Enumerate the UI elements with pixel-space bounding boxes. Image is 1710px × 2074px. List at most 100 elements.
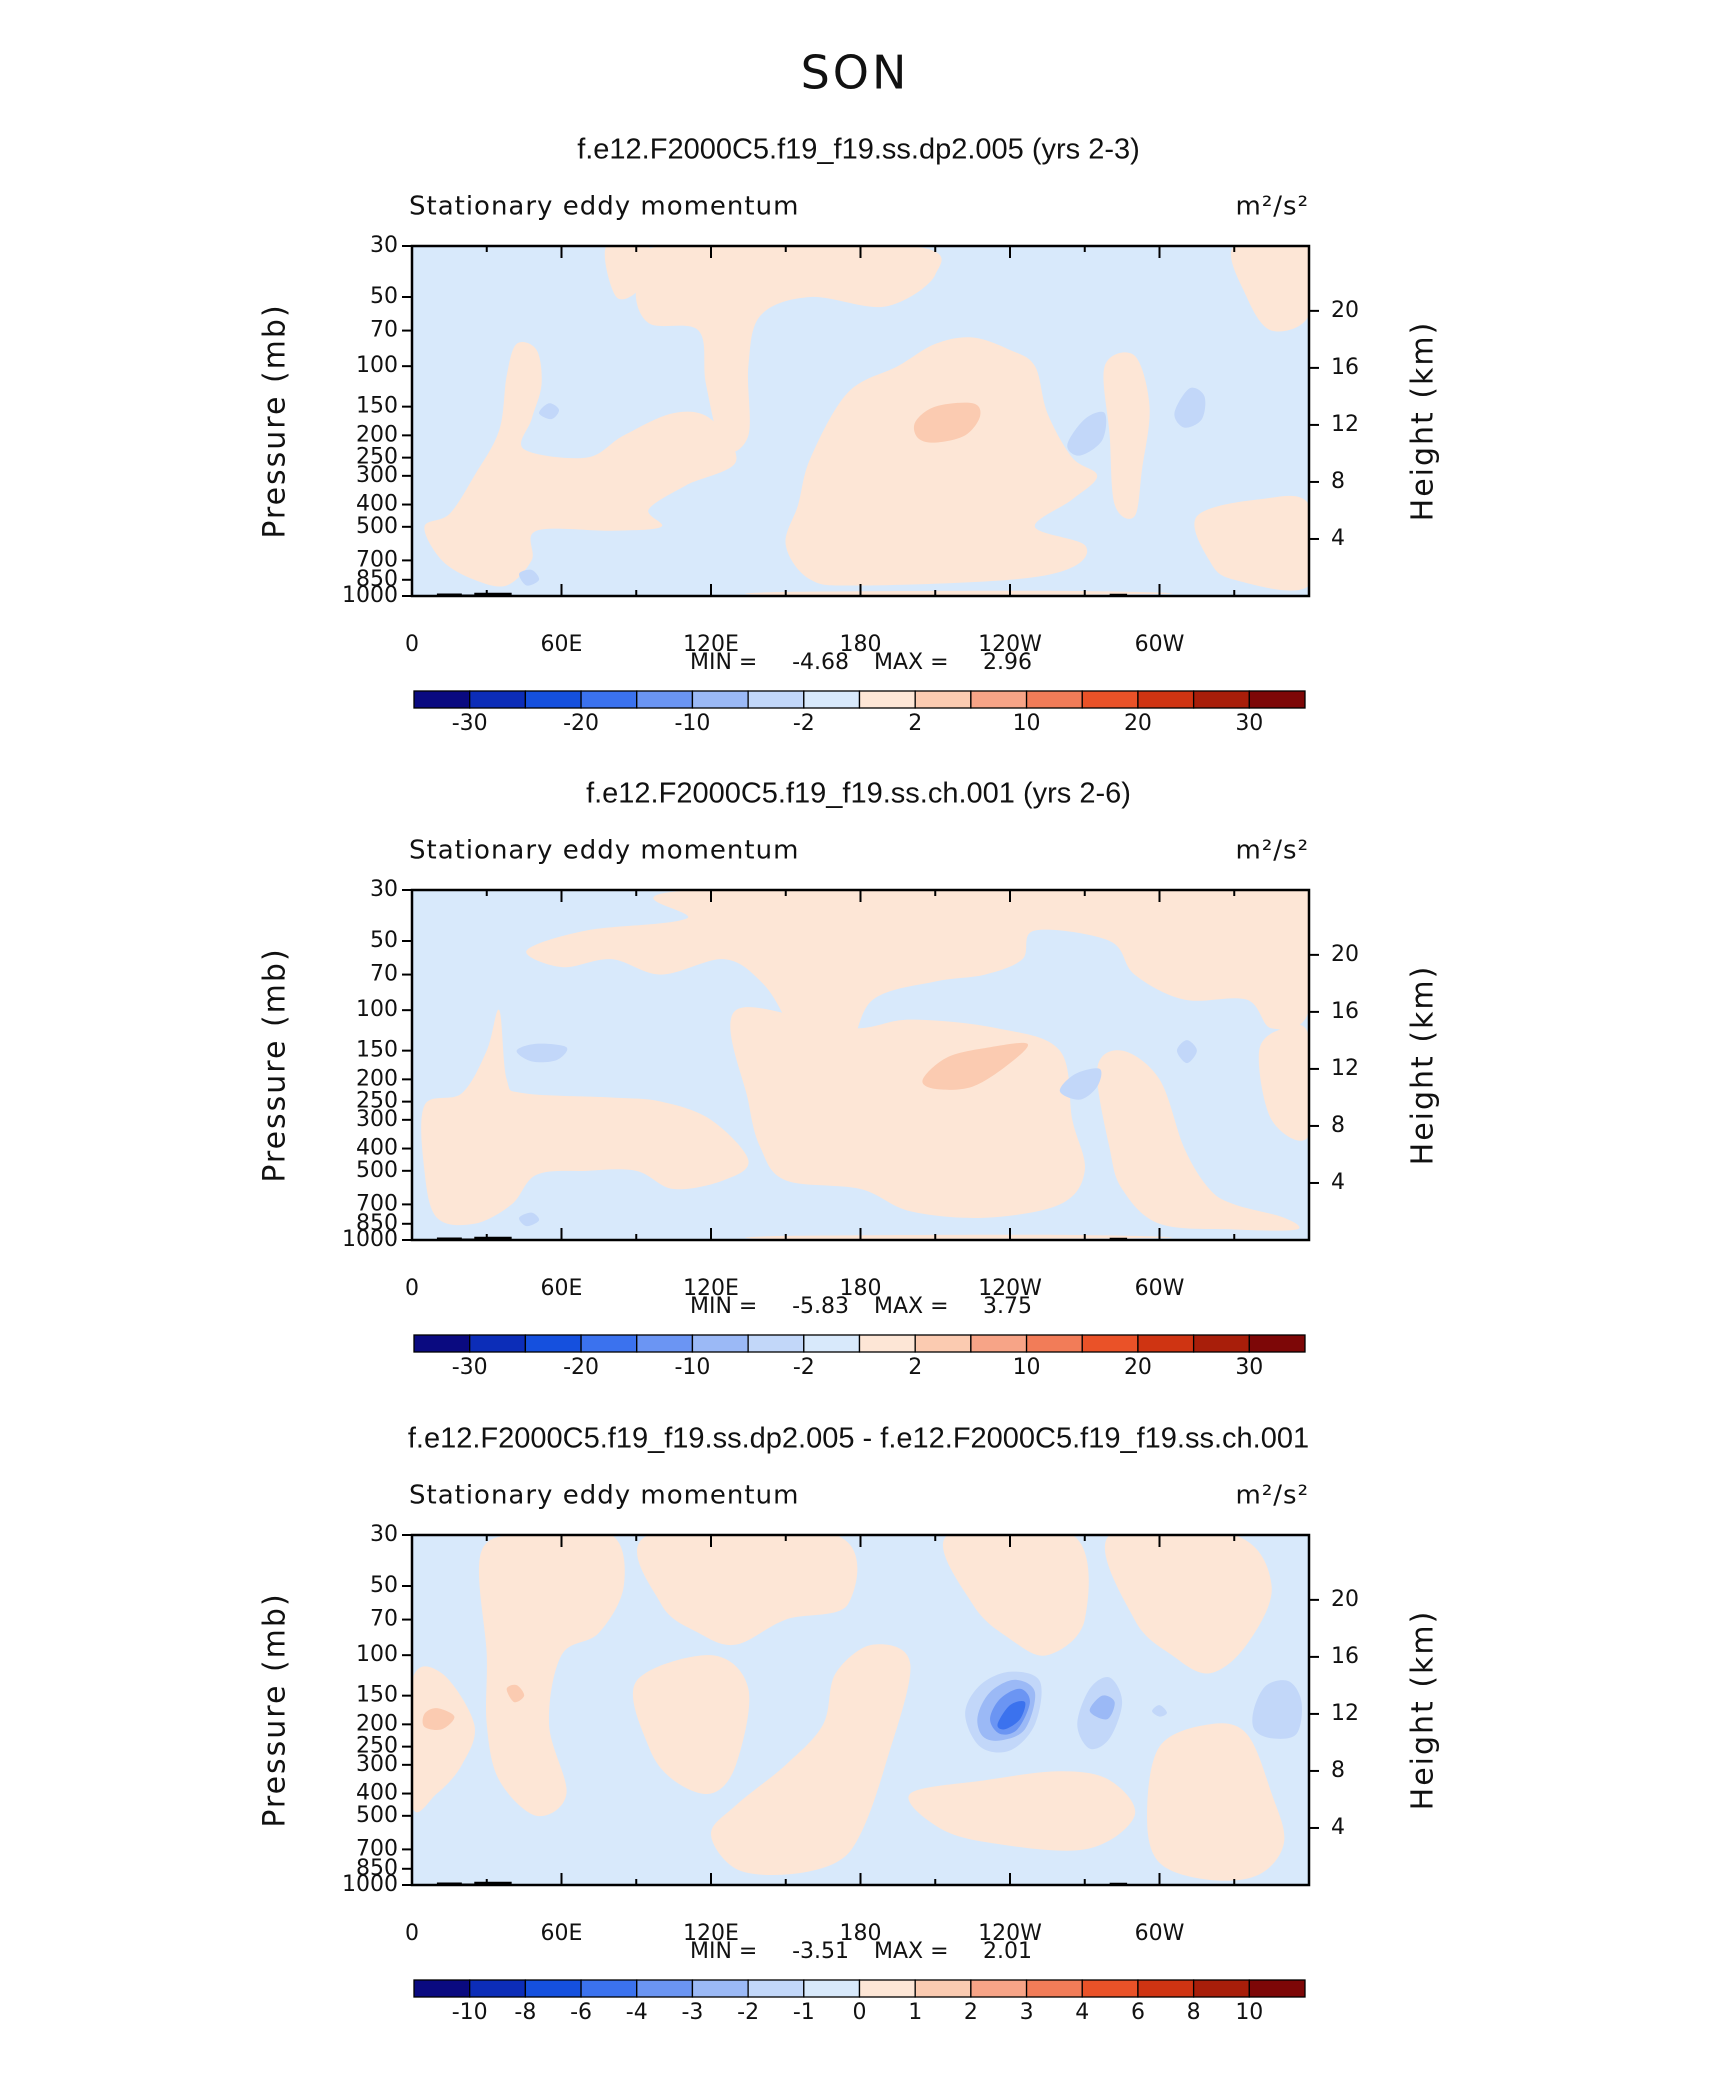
y-tick-label: 100 (356, 353, 398, 378)
contour-region (519, 569, 540, 586)
colorbar-box (1025, 1979, 1083, 1998)
y-tick-label: 250 (356, 445, 398, 470)
colorbar-label: 8 (1187, 2000, 1201, 2025)
contour-region (632, 1655, 750, 1795)
colorbar-label: 20 (1124, 1355, 1152, 1380)
colorbar-label: -20 (563, 1355, 599, 1380)
y2-tick-label: 8 (1331, 469, 1345, 494)
contour-region (1089, 1695, 1115, 1720)
colorbar-box (1081, 690, 1139, 709)
colorbar-box (1192, 1334, 1250, 1353)
colorbar-label: -20 (563, 711, 599, 736)
x-tick-label: 180 (840, 1921, 882, 1946)
colorbar-box (858, 690, 916, 709)
colorbar-box (1081, 1334, 1139, 1353)
y2-tick-label: 8 (1331, 1113, 1345, 1138)
colorbar-box (1192, 1979, 1250, 1998)
colorbar-label: 20 (1124, 711, 1152, 736)
max-label: MAX = (874, 1294, 949, 1319)
colorbar-box (580, 1979, 638, 1998)
min-value: -3.51 (792, 1939, 849, 1964)
contour-region (1174, 387, 1206, 428)
colorbar-box (469, 1979, 527, 1998)
colorbar-label: -30 (452, 711, 488, 736)
x-tick-label: 120E (683, 1921, 739, 1946)
units-label: m²/s² (1236, 836, 1309, 866)
figure-title: SON (801, 46, 910, 100)
x-tick-label: 0 (405, 1921, 419, 1946)
x-tick-label: 180 (840, 1276, 882, 1301)
y-tick-label: 500 (356, 1803, 398, 1828)
contour-region (997, 1701, 1026, 1730)
y2-axis-label: Height (km) (1406, 1610, 1441, 1811)
contour-region (516, 1043, 568, 1063)
units-label: m²/s² (1236, 1481, 1309, 1511)
y-tick-label: 400 (356, 1781, 398, 1806)
y2-tick-label: 4 (1331, 1170, 1345, 1195)
colorbar-label: 10 (1235, 2000, 1263, 2025)
contour-region (908, 1771, 1136, 1851)
y-tick-label: 500 (356, 514, 398, 539)
panel-title: f.e12.F2000C5.f19_f19.ss.dp2.005 - f.e12… (408, 1423, 1309, 1455)
colorbar-label: -6 (570, 2000, 592, 2025)
panel-title: f.e12.F2000C5.f19_f19.ss.dp2.005 (yrs 2-… (577, 134, 1140, 166)
panel: f.e12.F2000C5.f19_f19.ss.ch.001 (yrs 2-6… (258, 778, 1441, 1380)
colorbar-box (970, 1979, 1028, 1998)
colorbar-box (469, 690, 527, 709)
contour-region (1258, 1024, 1309, 1141)
colorbar-box (1192, 690, 1250, 709)
contour-region (604, 246, 651, 300)
colorbar-box (858, 1979, 916, 1998)
min-label: MIN = (690, 1294, 757, 1319)
colorbar-label: -10 (674, 1355, 710, 1380)
colorbar-label: 10 (1013, 711, 1041, 736)
colorbar-box (580, 690, 638, 709)
colorbar-box (636, 1979, 694, 1998)
colorbar-box (1025, 1334, 1083, 1353)
contour-region (745, 590, 1173, 596)
colorbar-box (524, 1334, 582, 1353)
contour-region (1176, 1040, 1197, 1064)
colorbar-label: -3 (681, 2000, 703, 2025)
colorbar-box (1025, 690, 1083, 709)
x-tick-label: 0 (405, 1276, 419, 1301)
y-tick-label: 400 (356, 1136, 398, 1161)
y-tick-label: 200 (356, 1711, 398, 1736)
y-tick-label: 850 (356, 567, 398, 592)
panel-subtitle: Stationary eddy momentum (409, 192, 799, 222)
x-tick-label: 120W (978, 1276, 1042, 1301)
colorbar-box (636, 1334, 694, 1353)
contour-region (1152, 1705, 1167, 1717)
y-tick-label: 850 (356, 1856, 398, 1881)
x-tick-label: 0 (405, 632, 419, 657)
colorbar-label: -10 (452, 2000, 488, 2025)
colorbar-label: 10 (1013, 1355, 1041, 1380)
colorbar-label: 3 (1020, 2000, 1034, 2025)
colorbar-box (970, 690, 1028, 709)
max-label: MAX = (874, 1939, 949, 1964)
y2-tick-label: 16 (1331, 999, 1359, 1024)
y2-tick-label: 8 (1331, 1758, 1345, 1783)
colorbar-box (580, 1334, 638, 1353)
x-tick-label: 60W (1135, 1921, 1185, 1946)
x-tick-label: 60E (541, 632, 583, 657)
x-tick-label: 120W (978, 632, 1042, 657)
field (412, 1535, 1309, 1885)
y2-axis-label: Height (km) (1406, 321, 1441, 522)
contour-region (478, 1535, 625, 1817)
x-tick-label: 120E (683, 632, 739, 657)
y-axis-label: Pressure (mb) (258, 947, 293, 1182)
y-tick-label: 30 (370, 877, 398, 902)
y-tick-label: 150 (356, 1038, 398, 1063)
contour-region (1194, 495, 1309, 591)
x-tick-label: 120W (978, 1921, 1042, 1946)
contour-region (637, 1535, 858, 1646)
contour-region (412, 1666, 475, 1813)
contour-region (526, 890, 1309, 1081)
colorbar-box (1248, 1979, 1306, 1998)
y-tick-label: 700 (356, 547, 398, 572)
y2-tick-label: 12 (1331, 1701, 1359, 1726)
contour-region (632, 246, 942, 453)
min-value: -4.68 (792, 650, 849, 675)
colorbar-box (413, 1979, 471, 1998)
